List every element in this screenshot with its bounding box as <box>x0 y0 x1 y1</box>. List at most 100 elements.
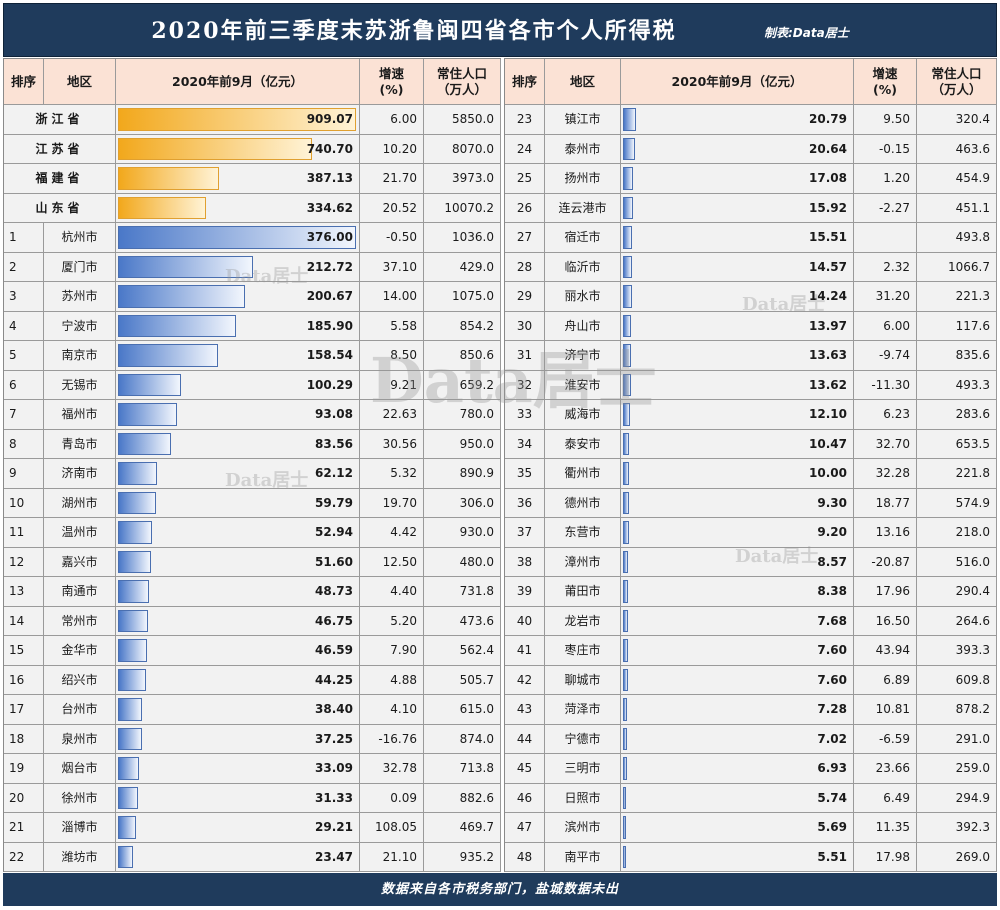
region-header: 地区 <box>44 59 116 105</box>
province-name: 浙江省 <box>4 105 116 135</box>
data-bar <box>118 167 220 190</box>
growth-value: -20.87 <box>854 547 917 577</box>
bar-cell: 909.07 <box>116 105 360 135</box>
bar-value-label: 13.63 <box>809 348 847 362</box>
bar-value-label: 7.28 <box>817 702 847 716</box>
bar-cell: 20.64 <box>621 134 854 164</box>
bar-cell: 29.21 <box>116 813 360 843</box>
data-bar <box>623 226 633 249</box>
city-name: 衢州市 <box>545 459 621 489</box>
data-bar <box>118 668 146 691</box>
data-bar <box>118 373 182 396</box>
data-bar <box>623 167 634 190</box>
rank-number: 33 <box>505 400 545 430</box>
data-bar <box>118 403 177 426</box>
city-name: 泰安市 <box>545 429 621 459</box>
rank-number: 19 <box>4 754 44 784</box>
rank-number: 23 <box>505 105 545 135</box>
rank-header: 排序 <box>505 59 545 105</box>
city-name: 无锡市 <box>44 370 116 400</box>
population-value: 780.0 <box>424 400 501 430</box>
city-name: 淄博市 <box>44 813 116 843</box>
rank-number: 15 <box>4 636 44 666</box>
rank-number: 25 <box>505 164 545 194</box>
data-bar <box>118 344 219 367</box>
bar-value-label: 334.62 <box>306 200 353 215</box>
bar-cell: 15.51 <box>621 223 854 253</box>
city-name: 湖州市 <box>44 488 116 518</box>
population-value: 454.9 <box>917 164 997 194</box>
population-value: 3973.0 <box>424 164 501 194</box>
growth-header: 增速 (%) <box>360 59 424 105</box>
growth-value: 4.10 <box>360 695 424 725</box>
population-value: 574.9 <box>917 488 997 518</box>
growth-value: -2.27 <box>854 193 917 223</box>
rank-number: 47 <box>505 813 545 843</box>
growth-value: 17.96 <box>854 577 917 607</box>
rank-number: 37 <box>505 518 545 548</box>
population-value: 10070.2 <box>424 193 501 223</box>
city-name: 台州市 <box>44 695 116 725</box>
bar-value-label: 158.54 <box>306 348 353 362</box>
left-table-panel: 排序 地区 2020年前9月（亿元） 增速 (%) 常住人口 （万人） 浙江省 909.07 6.… <box>3 58 501 872</box>
growth-header-line1: 增速 <box>378 65 404 81</box>
rank-number: 12 <box>4 547 44 577</box>
population-value: 882.6 <box>424 783 501 813</box>
city-name: 泉州市 <box>44 724 116 754</box>
bar-cell: 48.73 <box>116 577 360 607</box>
population-value: 505.7 <box>424 665 501 695</box>
bar-cell: 83.56 <box>116 429 360 459</box>
city-name: 南平市 <box>545 842 621 872</box>
bar-value-label: 48.73 <box>315 584 353 598</box>
bar-cell: 100.29 <box>116 370 360 400</box>
population-value: 493.3 <box>917 370 997 400</box>
data-bar <box>623 786 627 809</box>
bar-cell: 13.97 <box>621 311 854 341</box>
growth-value: 9.50 <box>854 105 917 135</box>
bar-value-label: 83.56 <box>315 436 353 451</box>
growth-header-line2: (%) <box>873 81 897 97</box>
growth-value: 5.20 <box>360 606 424 636</box>
population-value: 117.6 <box>917 311 997 341</box>
growth-value: -16.76 <box>360 724 424 754</box>
rank-number: 14 <box>4 606 44 636</box>
data-bar <box>118 226 356 249</box>
bar-value-label: 185.90 <box>306 318 353 333</box>
bar-value-label: 59.79 <box>315 495 353 510</box>
city-name: 宿迁市 <box>545 223 621 253</box>
city-name: 东营市 <box>545 518 621 548</box>
population-value: 392.3 <box>917 813 997 843</box>
city-name: 临沂市 <box>545 252 621 282</box>
data-bar <box>118 196 206 219</box>
growth-header: 增速 (%) <box>854 59 917 105</box>
data-bar <box>623 491 629 514</box>
rank-number: 28 <box>505 252 545 282</box>
city-name: 淮安市 <box>545 370 621 400</box>
growth-value: 6.49 <box>854 783 917 813</box>
city-name: 三明市 <box>545 754 621 784</box>
region-header: 地区 <box>545 59 621 105</box>
bar-value-label: 909.07 <box>306 112 353 126</box>
growth-value: 11.35 <box>854 813 917 843</box>
bar-value-label: 13.97 <box>809 318 847 333</box>
rank-number: 35 <box>505 459 545 489</box>
city-name: 烟台市 <box>44 754 116 784</box>
growth-value: 32.70 <box>854 429 917 459</box>
rank-number: 11 <box>4 518 44 548</box>
bar-cell: 14.24 <box>621 282 854 312</box>
data-bar <box>118 727 142 750</box>
bar-cell: 13.62 <box>621 370 854 400</box>
data-bar <box>118 786 138 809</box>
rank-number: 41 <box>505 636 545 666</box>
growth-value: 16.50 <box>854 606 917 636</box>
rank-number: 46 <box>505 783 545 813</box>
rank-number: 38 <box>505 547 545 577</box>
growth-value: -0.50 <box>360 223 424 253</box>
data-bar <box>623 137 636 160</box>
data-bar <box>118 462 158 485</box>
bar-cell: 7.68 <box>621 606 854 636</box>
rank-number: 39 <box>505 577 545 607</box>
bar-cell: 15.92 <box>621 193 854 223</box>
bar-cell: 46.59 <box>116 636 360 666</box>
bar-value-label: 15.92 <box>809 200 847 215</box>
